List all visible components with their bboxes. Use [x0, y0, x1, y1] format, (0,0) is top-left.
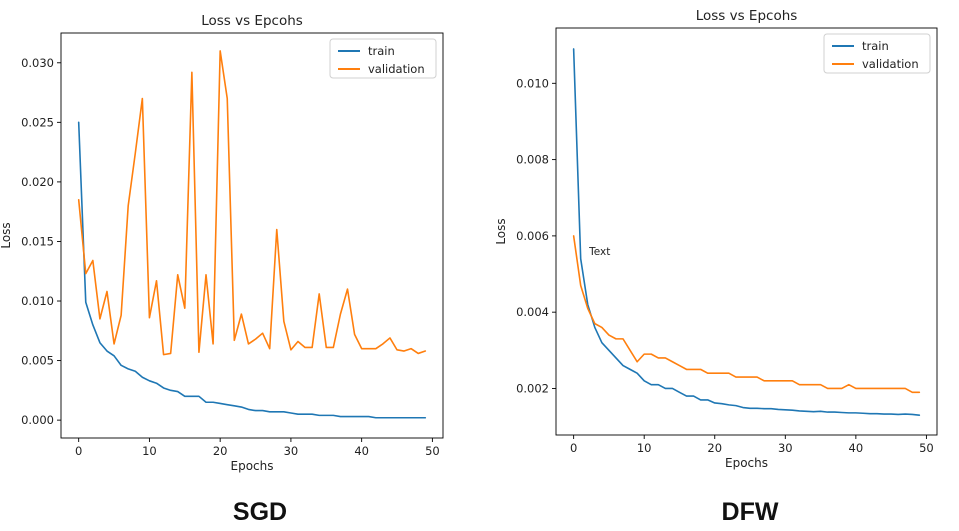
x-tick-label: 50 — [919, 441, 934, 455]
x-axis-label: Epochs — [725, 456, 768, 470]
legend-label-1: train — [862, 39, 889, 53]
y-tick-label: 0.020 — [21, 175, 54, 189]
x-tick-label: 30 — [284, 444, 299, 458]
y-tick-label: 0.008 — [516, 153, 549, 167]
chart-panel-2: 0 10 20 30 40 50 0.002 0.004 0.006 0.008 0.010 Loss… — [494, 8, 938, 470]
series-line-2 — [77, 50, 427, 356]
series-line-1 — [572, 48, 921, 416]
x-tick-label: 20 — [213, 444, 228, 458]
chart-panel-1: 0 10 20 30 40 50 0.000 0.005 0.010 0.015 0.020 0.02… — [0, 13, 444, 473]
axes-frame — [60, 32, 444, 439]
legend-label-1: train — [368, 44, 395, 58]
legend-label-2: validation — [862, 57, 919, 71]
y-axis-label: Loss — [494, 218, 508, 244]
x-tick-label: 50 — [425, 444, 440, 458]
x-axis-label: Epochs — [231, 459, 274, 473]
x-tick-label: 30 — [778, 441, 793, 455]
y-tick-label: 0.025 — [21, 115, 54, 129]
caption-right: DFW — [721, 498, 779, 526]
legend-label-2: validation — [368, 62, 425, 76]
y-axis-label: Loss — [0, 222, 13, 248]
x-tick-label: 20 — [707, 441, 722, 455]
chart-title: Loss vs Epcohs — [696, 8, 798, 24]
legend: train validation — [823, 33, 931, 74]
y-tick-label: 0.004 — [516, 305, 549, 319]
y-tick-label: 0.006 — [516, 229, 549, 243]
y-tick-label: 0.002 — [516, 381, 549, 395]
y-tick-label: 0.015 — [21, 234, 54, 248]
axes-frame — [555, 27, 938, 436]
y-tick-label: 0.000 — [21, 413, 54, 427]
x-tick-label: 0 — [75, 444, 82, 458]
series-line-2 — [572, 235, 921, 394]
caption-left: SGD — [232, 498, 288, 526]
x-tick-label: 40 — [354, 444, 369, 458]
x-tick-label: 40 — [849, 441, 864, 455]
y-tick-label: 0.010 — [21, 294, 54, 308]
legend: train validation — [329, 38, 437, 79]
x-tick-label: 10 — [142, 444, 157, 458]
series-line-1 — [77, 121, 427, 419]
chart-title: Loss vs Epcohs — [201, 13, 303, 29]
x-tick-label: 10 — [637, 441, 652, 455]
x-tick-label: 0 — [570, 441, 577, 455]
y-tick-label: 0.010 — [516, 76, 549, 90]
annotation-text: Text — [588, 246, 610, 258]
y-tick-label: 0.030 — [21, 56, 54, 70]
y-tick-label: 0.005 — [21, 354, 54, 368]
